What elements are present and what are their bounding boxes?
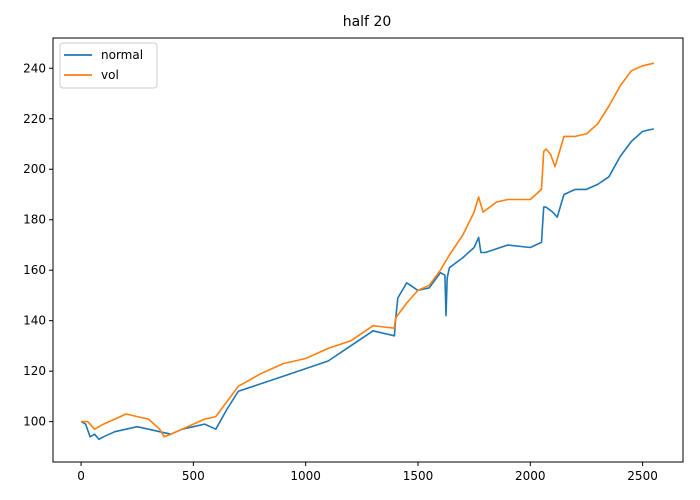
y-tick-label: 160 bbox=[23, 263, 46, 277]
chart-title: half 20 bbox=[343, 14, 392, 30]
y-tick-label: 180 bbox=[23, 213, 46, 227]
axis-ticks: 0 500 1000 1500 2000 2500 100 120 140 160 180 200 22… bbox=[23, 61, 658, 483]
y-tick-label: 100 bbox=[23, 415, 46, 429]
y-tick-label: 140 bbox=[23, 314, 46, 328]
x-tick-label: 1500 bbox=[403, 469, 434, 483]
x-tick-label: 500 bbox=[182, 469, 205, 483]
legend: normal vol bbox=[59, 42, 158, 89]
x-tick-label: 1000 bbox=[290, 469, 321, 483]
y-tick-label: 120 bbox=[23, 364, 46, 378]
series-line-vol bbox=[81, 62, 654, 438]
plot-frame bbox=[52, 37, 684, 463]
y-tick-label: 220 bbox=[23, 112, 46, 126]
y-tick-label: 240 bbox=[23, 61, 46, 75]
x-tick-label: 0 bbox=[77, 469, 85, 483]
x-tick-label: 2500 bbox=[627, 469, 658, 483]
x-tick-label: 2000 bbox=[515, 469, 546, 483]
y-tick-label: 200 bbox=[23, 162, 46, 176]
legend-label-vol: vol bbox=[101, 68, 119, 82]
series-lines bbox=[80, 62, 654, 441]
series-line-normal bbox=[80, 128, 654, 441]
legend-label-normal: normal bbox=[101, 48, 143, 62]
